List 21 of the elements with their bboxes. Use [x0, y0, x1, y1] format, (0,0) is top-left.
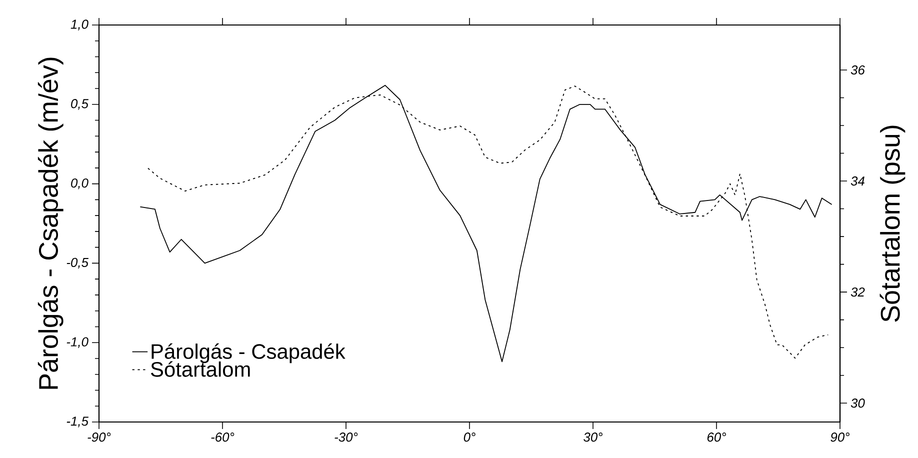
y2-tick-label: 30 — [850, 398, 865, 408]
legend-label: Párolgás - Csapadék — [152, 343, 346, 364]
y2-tick-label: 32 — [850, 287, 865, 297]
x-tick-label: 30° — [584, 432, 602, 442]
x-tick-label: -60° — [211, 432, 234, 442]
y-tick-label: -1,5 — [66, 416, 89, 428]
y2-axis-title: Sótartalom (psu) — [880, 126, 906, 322]
y-tick-label: 0,5 — [71, 99, 89, 110]
y2-tick-label: 36 — [850, 65, 865, 75]
x-tick-label: -90° — [88, 432, 111, 442]
x-tick-label: 0° — [464, 432, 476, 442]
y2-tick-label: 34 — [850, 176, 864, 186]
y-tick-label: -1,0 — [66, 337, 88, 348]
legend-label: Sótartalom — [150, 361, 250, 377]
y-tick-label: -0,5 — [66, 258, 89, 269]
y-axis-title: Párolgás - Csapadék (m/év) — [38, 58, 64, 389]
x-tick-label: 90° — [830, 432, 850, 442]
x-tick-label: -30° — [334, 432, 358, 442]
x-tick-label: 60° — [707, 432, 726, 442]
y-tick-label: 0,0 — [71, 178, 88, 190]
y-tick-label: 1,0 — [70, 20, 88, 30]
